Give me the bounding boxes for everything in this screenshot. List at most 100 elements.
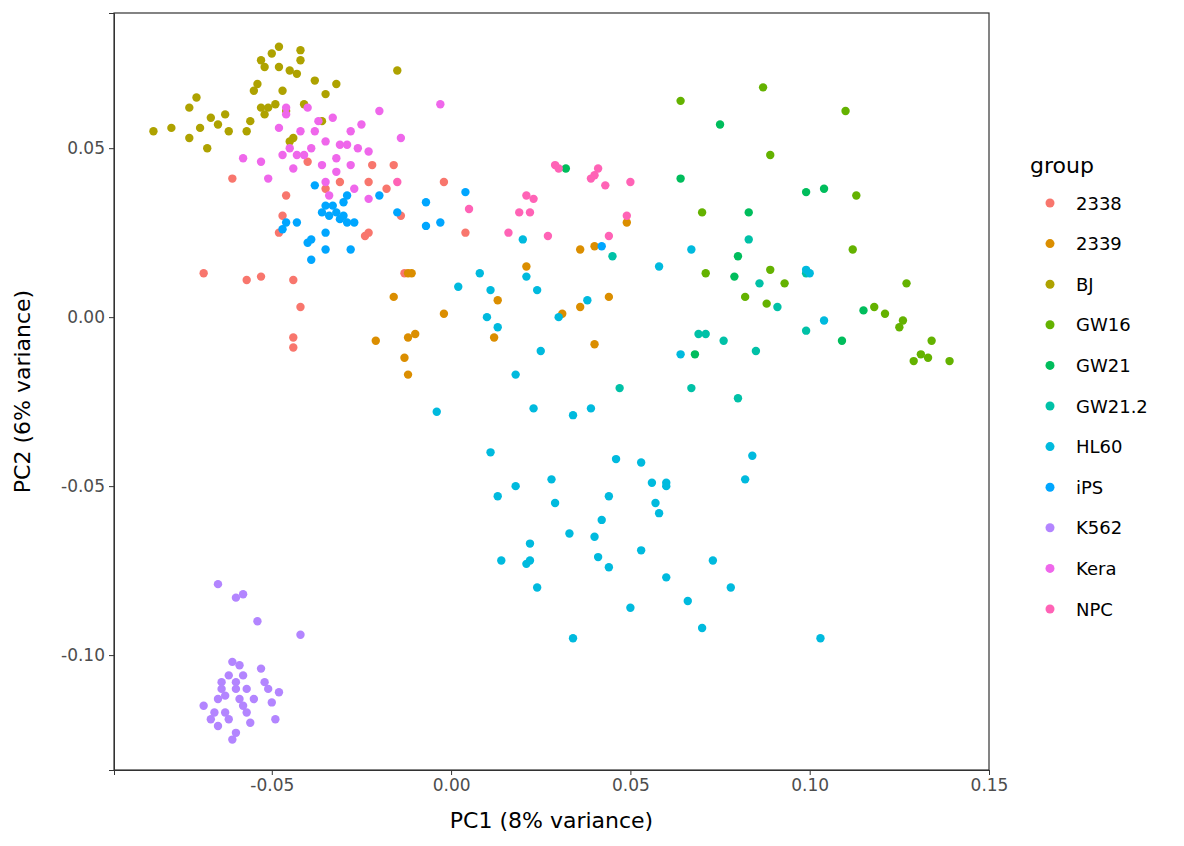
point-group: [257, 157, 265, 165]
legend-title: group: [1030, 153, 1094, 178]
point-group: [289, 276, 297, 284]
point-group: [311, 181, 319, 189]
point-group: [289, 164, 297, 172]
point-group: [917, 350, 925, 358]
point-group: [199, 702, 207, 710]
point-group: [343, 218, 351, 226]
point-group: [203, 144, 211, 152]
point-group: [773, 303, 781, 311]
point-group: [440, 178, 448, 186]
point-group: [339, 198, 347, 206]
point: [461, 228, 469, 236]
point: [605, 492, 613, 500]
point: [293, 70, 301, 78]
point-group: [318, 161, 326, 169]
point-group: [554, 313, 562, 321]
point: [375, 107, 383, 115]
point: [490, 333, 498, 341]
y-axis-title: PC2 (6% variance): [10, 290, 35, 493]
point-group: [321, 245, 329, 253]
point-group: [239, 590, 247, 598]
point-group: [687, 245, 695, 253]
point: [314, 117, 322, 125]
legend-swatch: [1046, 199, 1055, 208]
point-group: [225, 127, 233, 135]
point-group: [325, 191, 333, 199]
point: [275, 43, 283, 51]
point-group: [232, 593, 240, 601]
tick: 0.05: [67, 138, 114, 158]
point: [232, 593, 240, 601]
point-group: [321, 137, 329, 145]
point-group: [311, 127, 319, 135]
point: [289, 333, 297, 341]
point-group: [605, 492, 613, 500]
point: [225, 127, 233, 135]
point: [917, 350, 925, 358]
point: [698, 624, 706, 632]
point: [404, 370, 412, 378]
point: [626, 604, 634, 612]
point: [329, 114, 337, 122]
tick-mark: [109, 486, 114, 487]
point: [727, 583, 735, 591]
point-group: [382, 185, 390, 193]
point-group: [278, 87, 286, 95]
point-group: [698, 624, 706, 632]
legend-item: 2338: [1046, 193, 1122, 214]
point-group: [404, 370, 412, 378]
point-group: [766, 266, 774, 274]
point: [411, 330, 419, 338]
point: [221, 110, 229, 118]
point: [529, 195, 537, 203]
point-group: [590, 340, 598, 348]
point: [745, 235, 753, 243]
point-group: [852, 191, 860, 199]
point: [382, 185, 390, 193]
point-group: [820, 316, 828, 324]
point-group: [375, 107, 383, 115]
point: [397, 134, 405, 142]
point: [214, 120, 222, 128]
legend-item: BJ: [1046, 274, 1094, 295]
point-group: [497, 556, 505, 564]
point-group: [246, 117, 254, 125]
plot-frame: [114, 13, 989, 770]
point: [296, 46, 304, 54]
point-group: [214, 120, 222, 128]
point: [185, 134, 193, 142]
x-axis-title: PC1 (8% variance): [450, 808, 653, 833]
point-group: [805, 269, 813, 277]
point: [192, 93, 200, 101]
point: [210, 708, 218, 716]
tick: -0.05: [250, 770, 294, 795]
point: [275, 124, 283, 132]
point: [565, 529, 573, 537]
point: [719, 337, 727, 345]
point-group: [461, 188, 469, 196]
point: [601, 181, 609, 189]
point: [841, 107, 849, 115]
point-group: [246, 718, 254, 726]
point: [296, 127, 304, 135]
point-group: [587, 404, 595, 412]
point-group: [461, 228, 469, 236]
point-group: [734, 394, 742, 402]
point-group: [332, 154, 340, 162]
point-group: [393, 178, 401, 186]
legend-label: GW21: [1076, 355, 1131, 376]
point-group: [221, 110, 229, 118]
point-group: [260, 110, 268, 118]
point-group: [594, 164, 602, 172]
point: [569, 411, 577, 419]
point: [511, 370, 519, 378]
point-group: [357, 120, 365, 128]
point: [662, 573, 670, 581]
point: [393, 208, 401, 216]
point: [321, 228, 329, 236]
point: [615, 384, 623, 392]
point: [225, 671, 233, 679]
point: [343, 141, 351, 149]
point-group: [745, 208, 753, 216]
tick-label: 0.00: [67, 307, 105, 327]
